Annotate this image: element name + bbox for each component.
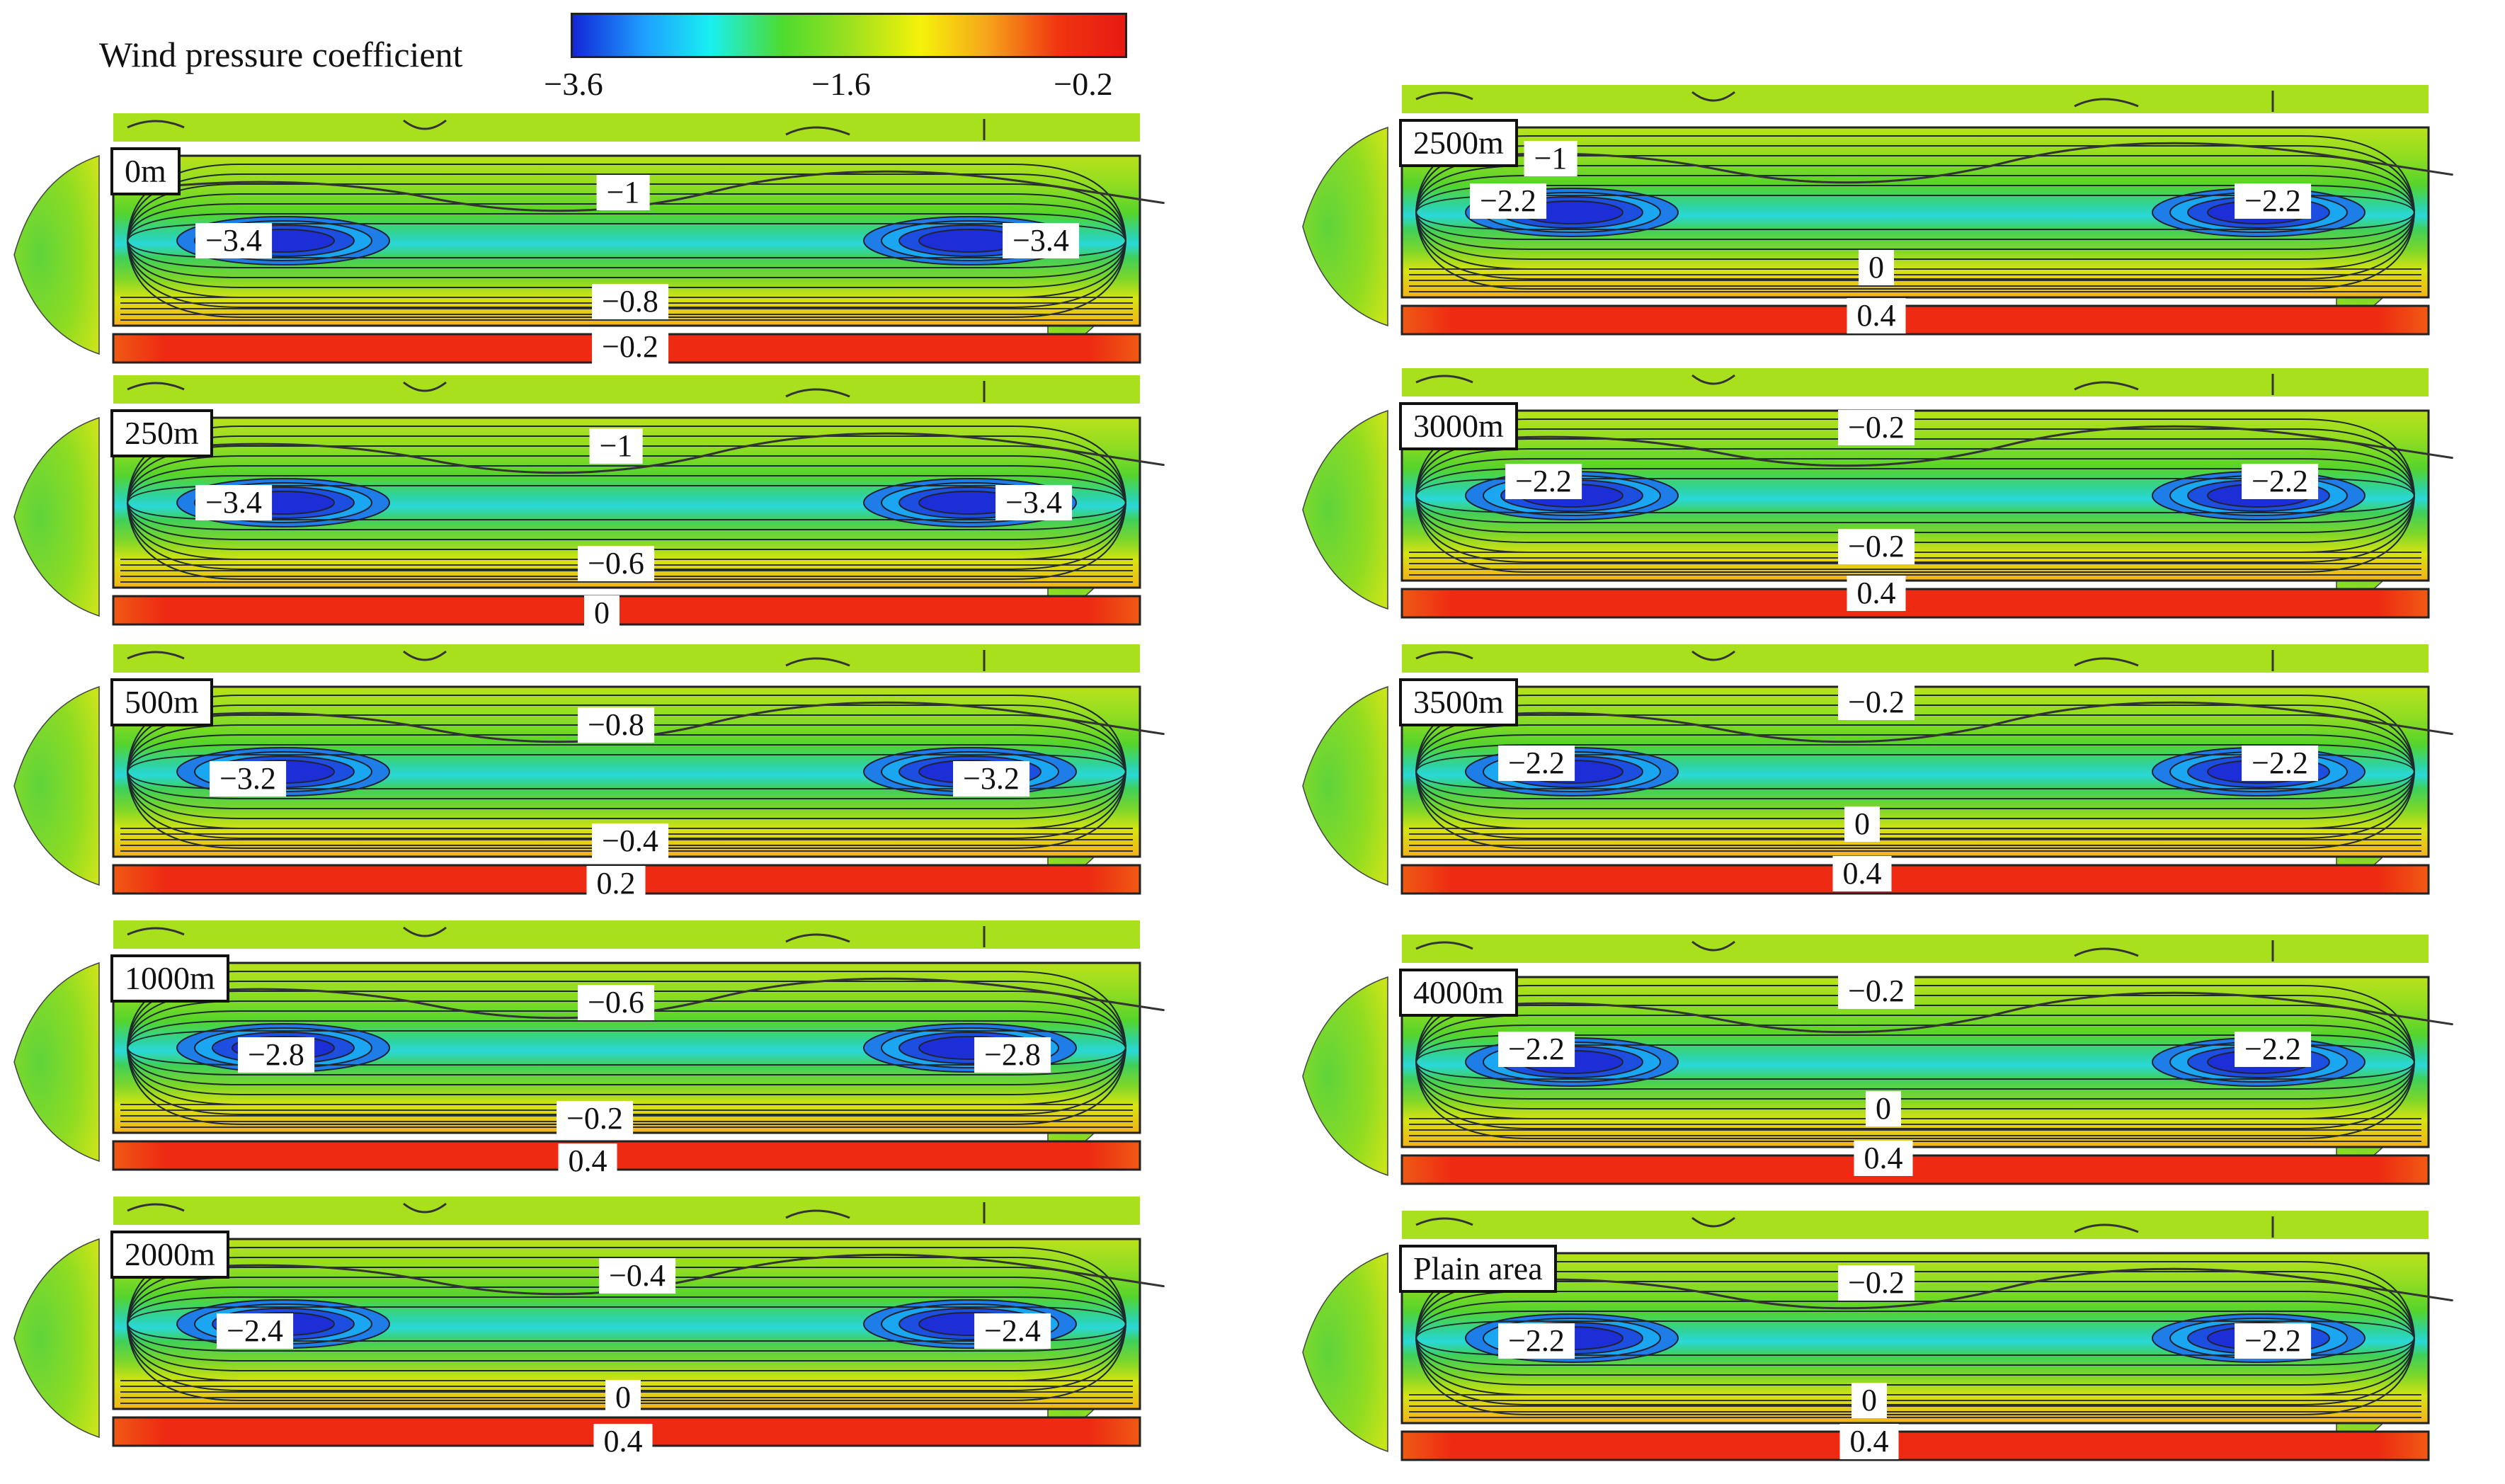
contour-label-top: −0.2: [1838, 685, 1915, 720]
contour-label-min-right: −2.2: [2242, 464, 2318, 499]
contour-label-min-left: −2.2: [1470, 183, 1546, 219]
contour-label-bottom: 0: [1851, 1383, 1887, 1418]
contour-label-bottom: 0: [1859, 250, 1894, 285]
contour-panel-1000m: 1000m −0.6 −2.8 −2.8 −0.2 0.4: [7, 920, 1165, 1194]
contour-label-min-right: −2.2: [2235, 183, 2311, 219]
panel-title: 3000m: [1399, 402, 1518, 450]
contour-label-min-right: −2.8: [974, 1037, 1051, 1073]
contour-label-edge: 0.4: [1839, 1424, 1899, 1459]
contour-label-min-left: −3.2: [210, 761, 286, 797]
colorbar: [571, 13, 1127, 58]
colorbar-tick-min: −3.6: [544, 66, 603, 102]
panel-title: 250m: [110, 409, 213, 457]
contour-label-top: −0.8: [578, 707, 654, 743]
contour-label-top: −1: [1524, 141, 1577, 176]
contour-label-edge: 0.4: [1832, 856, 1892, 891]
contour-label-edge: 0.4: [1847, 576, 1906, 611]
contour-panel-plain-area: Plain area −0.2 −2.2 −2.2 0 0.4: [1296, 1211, 2453, 1484]
contour-panel-2000m: 2000m −0.4 −2.4 −2.4 0 0.4: [7, 1197, 1165, 1470]
contour-label-bottom: −0.2: [1838, 529, 1915, 564]
contour-label-min-left: −2.2: [1498, 1032, 1575, 1067]
contour-label-top: −0.6: [578, 985, 654, 1020]
contour-label-edge: 0.2: [586, 866, 646, 901]
panel-title: 0m: [110, 147, 181, 195]
contour-label-bottom: −0.4: [592, 823, 668, 859]
contour-panel-0m: 0m −1 −3.4 −3.4 −0.8 −0.2: [7, 113, 1165, 387]
contour-label-top: −1: [589, 428, 643, 464]
contour-label-min-left: −2.8: [238, 1037, 314, 1073]
panel-title: 3500m: [1399, 678, 1518, 726]
contour-label-bottom: −0.8: [592, 284, 668, 319]
contour-label-top: −0.2: [1838, 410, 1915, 445]
contour-label-bottom: −0.2: [557, 1101, 633, 1136]
contour-label-bottom: −0.6: [578, 546, 654, 581]
contour-label-top: −1: [596, 175, 650, 210]
contour-label-min-right: −2.2: [2242, 746, 2318, 781]
contour-label-min-right: −2.2: [2235, 1032, 2311, 1067]
contour-label-edge: 0.4: [558, 1143, 617, 1179]
panel-title: 1000m: [110, 954, 229, 1003]
contour-label-bottom: 0: [1866, 1091, 1901, 1126]
contour-label-min-left: −2.2: [1498, 746, 1575, 781]
contour-label-edge: 0.4: [1854, 1141, 1913, 1176]
contour-panel-250m: 250m −1 −3.4 −3.4 −0.6 0: [7, 375, 1165, 649]
panel-title: 500m: [110, 678, 213, 726]
colorbar-tick-mid: −1.6: [811, 66, 871, 102]
contour-label-top: −0.2: [1838, 1265, 1915, 1301]
contour-label-min-right: −2.4: [974, 1313, 1051, 1349]
contour-label-min-right: −2.2: [2235, 1323, 2311, 1359]
contour-label-edge: 0.4: [1847, 298, 1906, 333]
contour-panel-3500m: 3500m −0.2 −2.2 −2.2 0 0.4: [1296, 644, 2453, 918]
contour-panel-500m: 500m −0.8 −3.2 −3.2 −0.4 0.2: [7, 644, 1165, 918]
contour-label-top: −0.4: [599, 1258, 675, 1294]
contour-label-bottom: 0: [605, 1380, 641, 1415]
colorbar-tick-max: −0.2: [1054, 66, 1113, 102]
contour-label-top: −0.2: [1838, 974, 1915, 1009]
contour-panel-4000m: 4000m −0.2 −2.2 −2.2 0 0.4: [1296, 935, 2453, 1208]
legend-title: Wind pressure coefficient: [99, 35, 463, 74]
contour-label-edge: 0.4: [593, 1424, 653, 1459]
contour-panel-3000m: 3000m −0.2 −2.2 −2.2 −0.2 0.4: [1296, 368, 2453, 641]
contour-label-bottom: 0: [1844, 806, 1880, 842]
contour-label-min-right: −3.2: [953, 761, 1029, 797]
contour-label-min-left: −3.4: [195, 485, 272, 520]
panel-title: 2000m: [110, 1231, 229, 1279]
panel-title: 2500m: [1399, 119, 1518, 167]
contour-label-min-left: −2.2: [1498, 1323, 1575, 1359]
contour-label-min-right: −3.4: [995, 485, 1072, 520]
panel-title: 4000m: [1399, 969, 1518, 1017]
contour-label-min-left: −2.2: [1505, 464, 1582, 499]
contour-label-min-left: −2.4: [217, 1313, 293, 1349]
panel-title: Plain area: [1399, 1245, 1557, 1293]
contour-label-edge: −0.2: [592, 329, 668, 365]
contour-panel-2500m: 2500m −1 −2.2 −2.2 0 0.4: [1296, 85, 2453, 358]
contour-label-min-right: −3.4: [1003, 223, 1079, 258]
contour-label-min-left: −3.4: [195, 223, 272, 258]
contour-label-edge: 0: [584, 595, 620, 631]
